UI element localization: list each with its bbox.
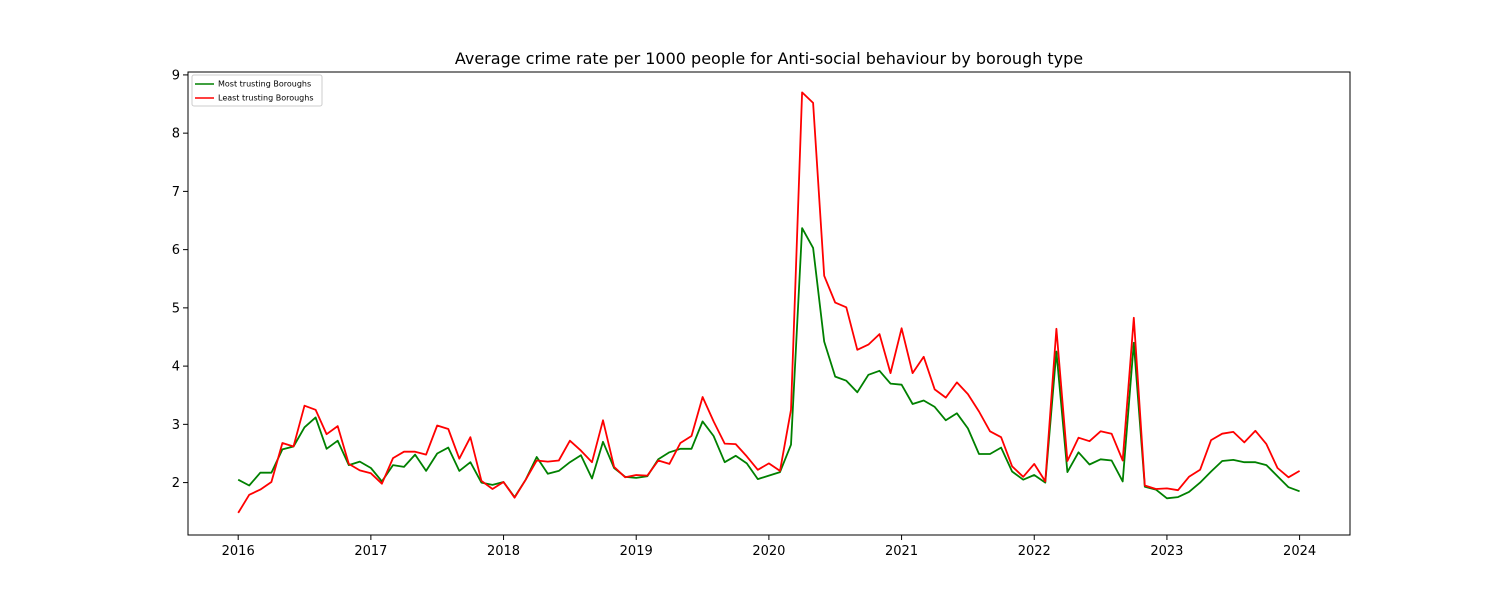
x-tick-label-2019: 2019 <box>620 544 653 559</box>
y-tick-label-7: 7 <box>172 185 180 200</box>
y-tick-label-2: 2 <box>172 476 180 491</box>
y-tick-label-6: 6 <box>172 243 180 258</box>
y-tick-label-8: 8 <box>172 127 180 142</box>
x-tick-label-2020: 2020 <box>752 544 785 559</box>
legend-frame <box>191 74 323 107</box>
plot-frame <box>187 71 1351 536</box>
series-layer <box>237 91 1301 514</box>
y-tick-label-5: 5 <box>172 301 180 316</box>
y-tick-label-3: 3 <box>172 418 180 433</box>
x-tick-label-2024: 2024 <box>1283 544 1316 559</box>
legend-label-least-trusting: Least trusting Boroughs <box>218 94 313 103</box>
series-line-most-trusting <box>237 227 1300 500</box>
x-tick-label-2021: 2021 <box>885 544 918 559</box>
x-tick-label-2022: 2022 <box>1018 544 1051 559</box>
chart-title: Average crime rate per 1000 people for A… <box>455 49 1083 68</box>
legend-label-most-trusting: Most trusting Boroughs <box>218 80 311 89</box>
y-tick-label-9: 9 <box>172 68 180 83</box>
y-tick-label-4: 4 <box>172 360 180 375</box>
x-tick-label-2017: 2017 <box>354 544 387 559</box>
x-tick-label-2018: 2018 <box>487 544 520 559</box>
x-tick-label-2023: 2023 <box>1150 544 1183 559</box>
x-tick-label-2016: 2016 <box>222 544 255 559</box>
legend: Most trusting Boroughs Least trusting Bo… <box>191 74 323 107</box>
series-line-least-trusting <box>237 91 1301 514</box>
axes-layer: 2016 2017 2018 2019 2020 2021 2022 2023 2024 2 3 4 5… <box>172 68 1316 559</box>
